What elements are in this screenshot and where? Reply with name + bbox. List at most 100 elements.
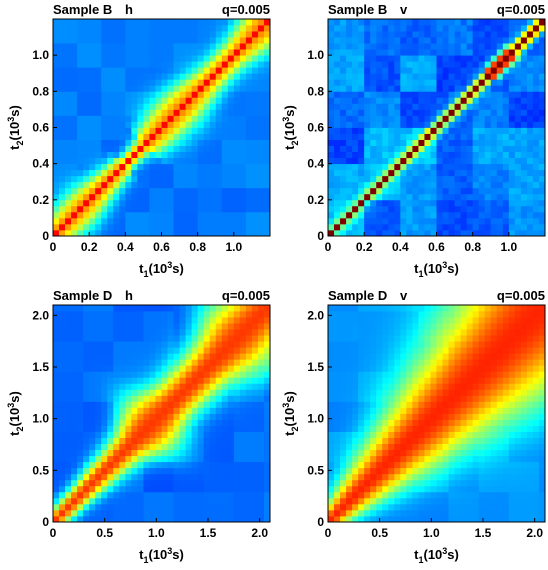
heatmap-cell <box>448 335 455 342</box>
heatmap-cell <box>364 79 371 86</box>
heatmap-cell <box>65 395 72 402</box>
heatmap-cell <box>149 407 156 414</box>
heatmap-cell <box>227 449 235 457</box>
heatmap-cell <box>179 211 187 219</box>
heatmap-cell <box>203 401 211 408</box>
heatmap-cell <box>490 139 498 146</box>
heatmap-cell <box>95 401 102 408</box>
heatmap-cell <box>251 473 259 481</box>
heatmap-cell <box>412 509 419 517</box>
heatmap-cell <box>149 25 156 32</box>
heatmap-cell <box>430 121 437 128</box>
heatmap-cell <box>83 461 90 469</box>
heatmap-cell <box>436 229 443 237</box>
heatmap-cell <box>233 169 241 177</box>
heatmap-cell <box>490 371 498 378</box>
heatmap-cell <box>227 365 235 372</box>
heatmap-cell <box>257 187 265 195</box>
heatmap-cell <box>430 115 437 122</box>
heatmap-cell <box>364 425 371 432</box>
heatmap-cell <box>167 323 174 330</box>
heatmap-cell <box>263 109 271 116</box>
heatmap-cell <box>448 163 455 171</box>
heatmap-cell <box>448 85 455 92</box>
heatmap-cell <box>334 449 341 457</box>
heatmap-cell <box>358 491 365 499</box>
heatmap-cell <box>83 187 90 195</box>
heatmap-cell <box>478 323 486 330</box>
heatmap-cell <box>328 151 335 159</box>
heatmap-cell <box>65 43 72 50</box>
heatmap-cell <box>448 323 455 330</box>
heatmap-cell <box>119 229 126 237</box>
heatmap-cell <box>424 395 431 402</box>
heatmap-cell <box>412 455 419 463</box>
heatmap-cell <box>340 211 347 219</box>
heatmap-cell <box>484 25 492 32</box>
heatmap-cell <box>334 121 341 128</box>
heatmap-cell <box>173 365 180 372</box>
heatmap-cell <box>394 401 401 408</box>
heatmap-cell <box>430 491 437 499</box>
heatmap-cell <box>233 449 241 457</box>
heatmap-cell <box>119 341 126 348</box>
heatmap-cell <box>251 151 259 159</box>
heatmap-cell <box>125 43 132 50</box>
heatmap-cell <box>185 413 193 420</box>
heatmap-cell <box>149 79 156 86</box>
heatmap-cell <box>520 19 528 26</box>
heatmap-cell <box>59 169 66 177</box>
heatmap-cell <box>454 49 462 56</box>
heatmap-cell <box>514 79 522 86</box>
heatmap-cell <box>538 127 546 134</box>
heatmap-cell <box>257 353 265 360</box>
heatmap-cell <box>496 121 504 128</box>
heatmap-cell <box>257 329 265 336</box>
heatmap-cell <box>77 341 84 348</box>
heatmap-cell <box>370 491 377 499</box>
heatmap-cell <box>65 145 72 153</box>
heatmap-cell <box>245 199 253 207</box>
heatmap-cell <box>185 425 193 432</box>
heatmap-cell <box>388 497 395 505</box>
heatmap-cell <box>448 229 455 237</box>
heatmap-cell <box>400 431 407 439</box>
heatmap-cell <box>185 181 193 189</box>
heatmap-cell <box>412 85 419 92</box>
heatmap-cell <box>197 121 205 128</box>
heatmap-cell <box>257 49 265 56</box>
heatmap-cell <box>454 61 462 68</box>
heatmap-cell <box>448 79 455 86</box>
heatmap-cell <box>352 211 359 219</box>
heatmap-cell <box>346 329 353 336</box>
heatmap-cell <box>478 85 486 92</box>
heatmap-cell <box>143 311 150 318</box>
heatmap-cell <box>65 49 72 56</box>
heatmap-cell <box>77 503 84 511</box>
heatmap-cell <box>388 311 395 318</box>
heatmap-cell <box>472 383 480 390</box>
heatmap-cell <box>466 217 474 225</box>
heatmap-cell <box>251 169 259 177</box>
heatmap-cell <box>89 413 96 420</box>
heatmap-cell <box>173 383 180 390</box>
heatmap-cell <box>173 43 180 50</box>
heatmap-cell <box>221 49 229 56</box>
heatmap-cell <box>77 461 84 469</box>
heatmap-cell <box>448 341 455 348</box>
heatmap-cell <box>406 359 413 366</box>
heatmap-cell <box>221 401 229 408</box>
heatmap-cell <box>496 97 504 104</box>
heatmap-cell <box>107 205 114 213</box>
heatmap-cell <box>101 323 108 330</box>
heatmap-cell <box>370 157 377 165</box>
heatmap-cell <box>101 31 108 38</box>
heatmap-cell <box>358 133 365 140</box>
heatmap-cell <box>263 67 271 74</box>
heatmap-cell <box>227 491 235 499</box>
heatmap-cell <box>418 347 425 354</box>
heatmap-cell <box>364 455 371 463</box>
heatmap-cell <box>520 205 528 213</box>
heatmap-cell <box>167 73 174 80</box>
heatmap-cell <box>502 169 510 177</box>
